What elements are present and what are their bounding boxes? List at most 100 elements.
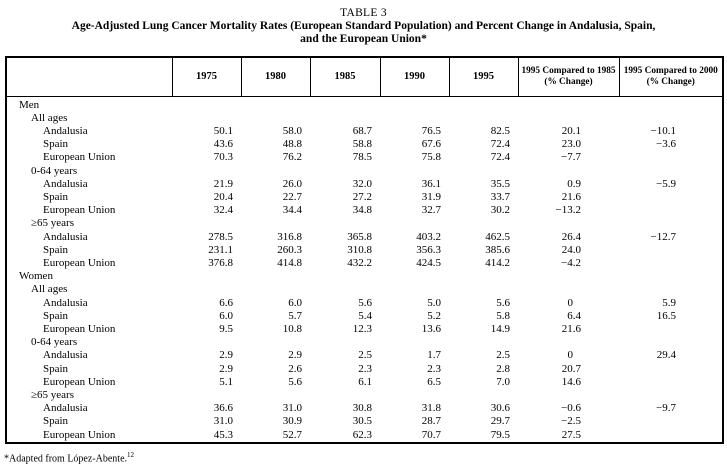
value-cell: 2.5 (358, 349, 372, 362)
value-cell: 22.7 (282, 190, 302, 203)
value-cell: 1.7 (427, 349, 441, 362)
value-cell (380, 389, 449, 402)
row-label: European Union (43, 428, 116, 441)
table-row: Men (6, 96, 723, 112)
value-cell: 34.8 (352, 204, 372, 217)
value-cell: 75.8 (421, 151, 441, 164)
value-cell: 2.8 (496, 362, 510, 375)
value-cell: 70.3 (213, 151, 233, 164)
value-cell (172, 96, 241, 112)
value-cell: 21.9 (213, 177, 233, 190)
value-cell: 31.8 (421, 402, 441, 415)
col-header-change-1985: 1995 Compared to 1985 (% Change) (517, 57, 619, 97)
value-cell: 278.5 (208, 230, 233, 243)
value-cell (619, 151, 723, 164)
value-cell: 2.3 (427, 362, 441, 375)
value-cell: 26.0 (282, 177, 302, 190)
value-cell: 27.2 (352, 190, 372, 203)
value-cell: −13.2 (555, 204, 581, 217)
value-cell: 12.3 (352, 322, 372, 335)
value-cell: 2.9 (219, 362, 233, 375)
value-cell (449, 165, 518, 178)
table-row: 0-64 years (6, 165, 723, 178)
value-cell: 32.0 (352, 177, 372, 190)
table-row: Spain 20.4 22.7 27.2 31.9 33.7 21.6 (6, 191, 723, 204)
value-cell (619, 244, 723, 257)
value-cell (241, 283, 310, 296)
table-row: ≥65 years (6, 217, 723, 230)
value-cell (619, 191, 723, 204)
row-label: ≥65 years (31, 217, 74, 230)
value-cell: 7.0 (496, 375, 510, 388)
value-cell: 10.8 (282, 322, 302, 335)
value-cell: 5.6 (358, 296, 372, 309)
value-cell: 6.0 (288, 296, 302, 309)
table-row: Andalusia 21.9 26.0 32.0 36.1 35.5 0.9 −5.9 (6, 178, 723, 191)
value-cell (619, 257, 723, 270)
value-cell (449, 112, 518, 125)
row-label: European Union (43, 151, 116, 164)
table-row: Spain 231.1 260.3 310.8 356.3 385.6 24.0 (6, 244, 723, 257)
value-cell: 5.6 (496, 296, 510, 309)
table-row: European Union 45.3 52.7 62.3 70.7 79.5 27.5 (6, 429, 723, 443)
value-cell: 6.0 (219, 309, 233, 322)
row-label: Andalusia (43, 230, 88, 243)
value-cell (518, 165, 619, 178)
value-cell: 72.4 (490, 138, 510, 151)
value-cell: 30.9 (282, 415, 302, 428)
value-cell: 30.5 (352, 415, 372, 428)
value-cell (310, 217, 380, 230)
value-cell: 31.0 (282, 402, 302, 415)
value-cell (172, 270, 241, 283)
value-cell: 376.8 (208, 256, 233, 269)
footnote-reference-number: 12 (127, 450, 135, 459)
table-row: European Union 70.3 76.2 78.5 75.8 72.4 −7.7 (6, 151, 723, 164)
value-cell: 36.6 (213, 402, 233, 415)
value-cell (241, 165, 310, 178)
value-cell: 365.8 (347, 230, 372, 243)
value-cell: 20.4 (213, 190, 233, 203)
value-cell: 356.3 (416, 243, 441, 256)
col-header-1980: 1980 (240, 57, 310, 97)
value-cell: 0 (567, 349, 574, 362)
value-cell: 29.7 (490, 415, 510, 428)
value-cell (380, 96, 449, 112)
value-cell: 9.5 (219, 322, 233, 335)
value-cell (380, 112, 449, 125)
value-cell (172, 112, 241, 125)
value-cell: 58.0 (282, 124, 302, 137)
value-cell (619, 270, 723, 283)
mortality-table: 1975 1980 1985 1990 1995 1995 Compared t… (5, 56, 724, 444)
value-cell (518, 336, 619, 349)
value-cell (380, 283, 449, 296)
table-title: Age-Adjusted Lung Cancer Mortality Rates… (14, 20, 714, 45)
row-label: Andalusia (43, 402, 88, 415)
value-cell: 5.2 (427, 309, 441, 322)
table-row: Spain 6.0 5.7 5.4 5.2 5.8 6.4 16.5 (6, 310, 723, 323)
col-header-change-1985-line2: (% Change) (544, 76, 593, 87)
value-cell (518, 270, 619, 283)
value-cell: 70.7 (421, 428, 441, 441)
table-row: Spain 31.0 30.9 30.5 28.7 29.7 −2.5 (6, 415, 723, 428)
table-row: Andalusia 2.9 2.9 2.5 1.7 2.5 0 29.4 (6, 349, 723, 362)
value-cell (380, 336, 449, 349)
value-cell: 36.1 (421, 177, 441, 190)
value-cell (619, 336, 723, 349)
col-header-change-2000-line1: 1995 Compared to 2000 (623, 65, 718, 76)
col-header-1990: 1990 (379, 57, 449, 97)
value-cell: 67.6 (421, 138, 441, 151)
row-label: Men (19, 98, 40, 111)
col-header-1975: 1975 (171, 57, 241, 97)
value-cell (518, 112, 619, 125)
value-cell: 34.4 (282, 204, 302, 217)
value-cell (619, 376, 723, 389)
value-cell: −12.7 (650, 230, 676, 243)
value-cell: 48.8 (282, 138, 302, 151)
table-number: TABLE 3 (340, 7, 387, 19)
col-header-change-1985-line1: 1995 Compared to 1985 (521, 65, 616, 76)
value-cell: −3.6 (656, 138, 676, 151)
footnote: *Adapted from López-Abente.12 (4, 449, 727, 465)
value-cell (619, 96, 723, 112)
value-cell: 316.8 (277, 230, 302, 243)
value-cell: 310.8 (347, 243, 372, 256)
